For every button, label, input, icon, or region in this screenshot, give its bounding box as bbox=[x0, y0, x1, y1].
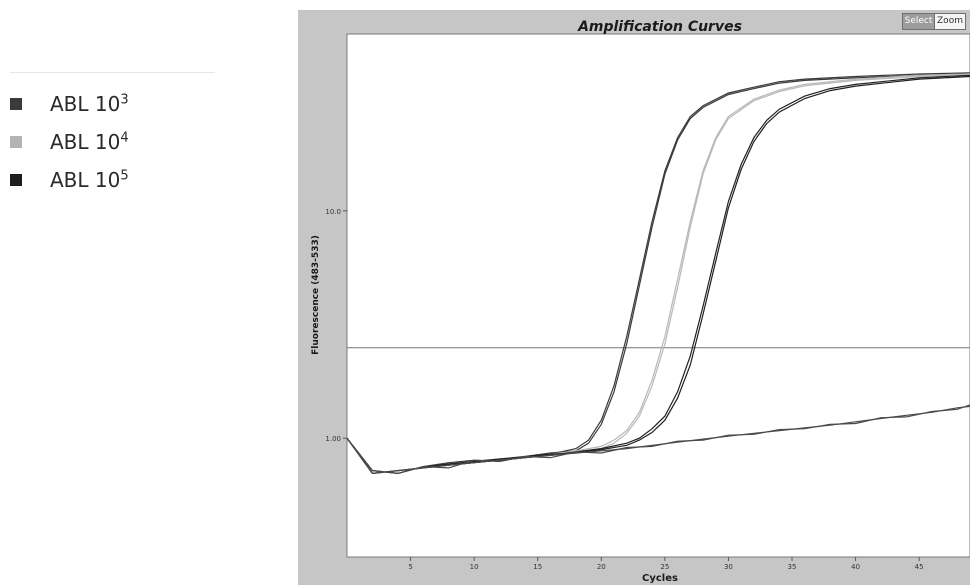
legend-item-abl-10-3: ABL 103 bbox=[10, 92, 129, 116]
y-tick-label: 10.0 bbox=[325, 208, 341, 216]
chart-title: Amplification Curves bbox=[577, 19, 742, 35]
y-axis-label: Fluorescence (483-533) bbox=[311, 235, 321, 355]
legend-swatch bbox=[10, 174, 22, 186]
x-tick-label: 20 bbox=[597, 563, 606, 571]
plot-area bbox=[346, 33, 970, 558]
zoom-button[interactable]: Zoom bbox=[934, 13, 966, 30]
legend-label: ABL 105 bbox=[50, 168, 129, 192]
legend-divider bbox=[10, 72, 215, 73]
x-axis-label: Cycles bbox=[642, 573, 678, 584]
curves-group bbox=[346, 72, 970, 475]
y-tick-label: 1.00 bbox=[325, 435, 341, 443]
x-tick-label: 45 bbox=[915, 563, 924, 571]
x-tick-label: 40 bbox=[851, 563, 860, 571]
x-tick-label: 30 bbox=[724, 563, 733, 571]
legend-swatch bbox=[10, 136, 22, 148]
ticks-group: 5 10 15 20 25 30 35 40 45 1.00 10.0 bbox=[325, 208, 923, 571]
legend-item-abl-10-5: ABL 105 bbox=[10, 168, 129, 192]
select-button[interactable]: Select bbox=[902, 13, 935, 30]
x-tick-label: 25 bbox=[660, 563, 669, 571]
amplification-curve bbox=[346, 73, 970, 475]
legend-label: ABL 104 bbox=[50, 130, 129, 154]
x-tick-label: 10 bbox=[470, 563, 479, 571]
legend-swatch bbox=[10, 98, 22, 110]
legend-label: ABL 103 bbox=[50, 92, 129, 116]
legend-item-abl-10-4: ABL 104 bbox=[10, 130, 129, 154]
x-tick-label: 15 bbox=[533, 563, 542, 571]
x-tick-label: 35 bbox=[788, 563, 797, 571]
x-tick-label: 5 bbox=[408, 563, 412, 571]
amplification-curve bbox=[346, 404, 970, 475]
